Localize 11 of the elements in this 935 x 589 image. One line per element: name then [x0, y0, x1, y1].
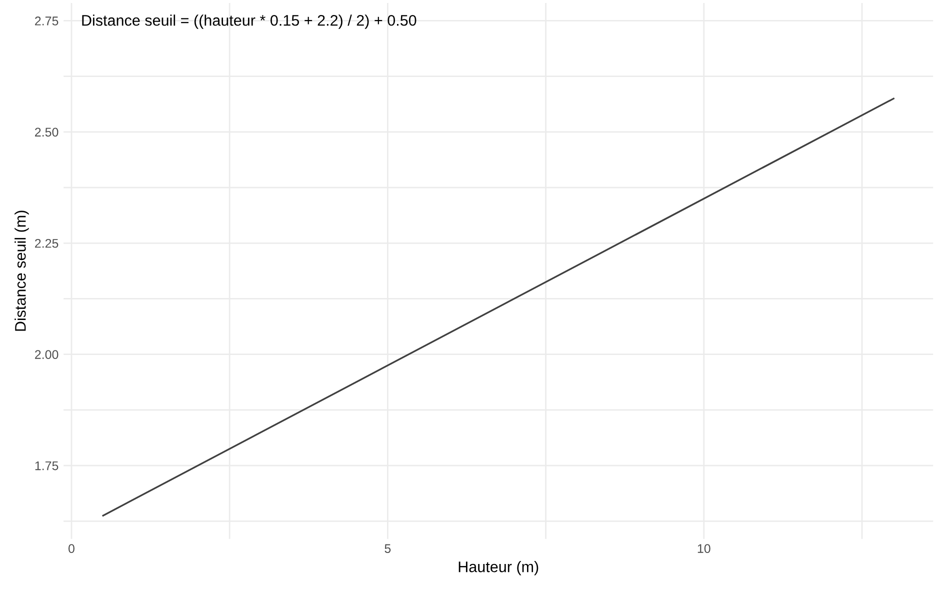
x-tick-label: 5 — [384, 544, 391, 553]
x-tick-label: 0 — [68, 544, 74, 553]
y-tick-label: 2.75 — [35, 16, 58, 26]
text: 2.00 — [35, 350, 58, 359]
text: 2.50 — [35, 128, 58, 137]
y-tick-label: 2.25 — [35, 238, 58, 248]
y-axis-title: Distance seuil (m) — [14, 210, 29, 331]
annotation: Distance seuil = ((hauteur * 0.15 + 2.2) / 2) + 0.50 — [82, 14, 416, 29]
y-tick-label: 1.75 — [35, 461, 58, 470]
x-tick-label: 10 — [698, 544, 710, 553]
x-axis-title: Hauteur (m) — [458, 561, 538, 576]
